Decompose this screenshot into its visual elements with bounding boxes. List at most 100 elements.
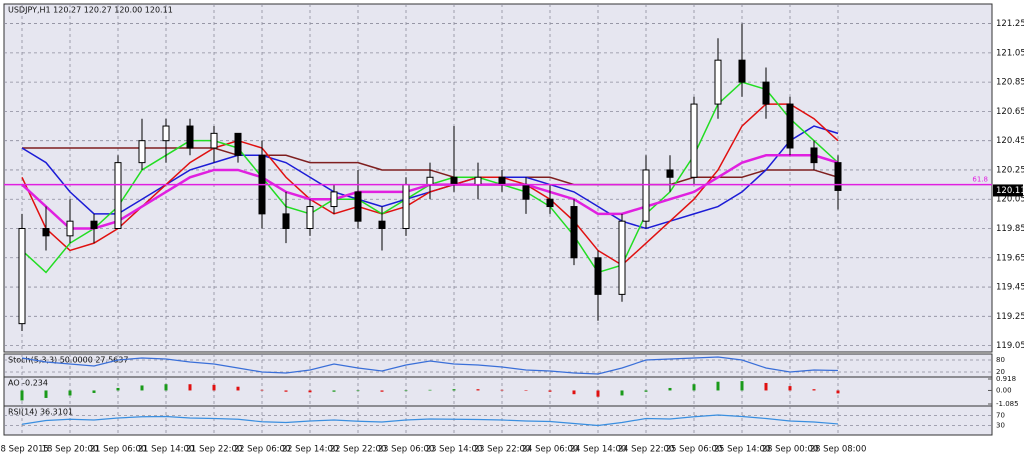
x-tick-label: 18 Sep 2015 [0,445,49,455]
candle-body [714,59,722,105]
candle-body [666,169,674,178]
candle-body [138,140,146,164]
candle-body [114,162,122,230]
ao-bar [20,390,24,401]
ao-bar [284,390,288,392]
candle-body [66,220,74,237]
candle-body [210,132,218,149]
ao-bar [524,390,528,391]
y-tick-label: 0.918 [996,375,1016,383]
x-tick-label: 22 Sep 06:00 [234,445,291,455]
x-tick-label: 24 Sep 06:00 [522,445,579,455]
candle-body [234,132,242,156]
ao-bar [188,384,192,391]
candle-body [18,228,26,325]
y-tick-label: 119.65 [996,253,1024,263]
panel-title: Stoch(5,3,3) 50.0000 27.5637 [8,356,128,365]
panel [3,376,993,407]
panel [3,353,993,379]
ao-bar [44,390,48,398]
y-tick-label: 0.00 [996,386,1012,394]
x-tick-label: 22 Sep 22:00 [330,445,387,455]
ao-bar [620,390,624,396]
x-tick-label: 24 Sep 22:00 [618,445,675,455]
ao-bar [68,390,72,396]
ao-bar [236,386,240,391]
y-tick-label: 30 [996,422,1005,430]
candle-body [450,176,458,186]
ao-bar [380,390,384,392]
x-tick-label: 18 Sep 20:00 [42,445,99,455]
candle-body [306,206,314,230]
indicator-line [21,414,839,427]
candle-body [594,257,602,295]
x-tick-label: 21 Sep 06:00 [90,445,147,455]
price-marker-label: 120.11 [996,186,1024,196]
ao-bar [308,390,312,393]
candle-body [162,125,170,142]
ao-bar [668,387,672,391]
candle-body [378,220,386,230]
ao-bar [764,382,768,391]
y-tick-label: 120.05 [996,195,1024,205]
ao-bar [572,390,576,395]
candle-body [762,81,770,105]
ao-bar [596,390,600,397]
x-tick-label: 25 Sep 14:00 [714,445,771,455]
price-marker [993,184,1023,197]
ao-bar [716,381,720,391]
candle-body [90,220,98,230]
y-tick-label: 20 [996,368,1005,376]
candle-body [738,59,746,83]
ao-bar [644,390,648,392]
candle-body [834,162,842,191]
ao-bar [404,390,408,392]
x-tick-label: 25 Sep 06:00 [666,445,723,455]
x-tick-label: 21 Sep 14:00 [138,445,195,455]
candle-body [282,213,290,230]
candle-body [402,184,410,230]
y-tick-label: 119.85 [996,224,1024,234]
x-tick-label: 21 Sep 22:00 [186,445,243,455]
y-tick-label: 80 [996,356,1005,364]
x-tick-label: 23 Sep 14:00 [426,445,483,455]
ao-bar [812,389,816,391]
candle-body [474,176,482,186]
candle-body [354,191,362,222]
y-tick-label: 120.85 [996,78,1024,88]
y-tick-label: 121.05 [996,48,1024,58]
x-tick-label: 28 Sep 00:00 [762,445,819,455]
candle-body [618,220,626,295]
ao-bar [476,389,480,391]
level-label: 61.8 [972,176,988,184]
panel-title: USDJPY,H1 120.27 120.27 120.00 120.11 [8,6,173,15]
candle-body [186,125,194,149]
indicator-line [21,356,839,375]
ao-bar [164,384,168,391]
x-tick-label: 23 Sep 06:00 [378,445,435,455]
y-tick-label: 119.25 [996,312,1024,322]
candle-body [42,228,50,237]
candle-body [810,147,818,164]
ao-bar [332,390,336,392]
candle-body [522,184,530,200]
candle-body [690,103,698,178]
panel-title: AO -0.234 [8,379,48,388]
ao-bar [500,389,504,391]
ao-bar [92,390,96,393]
ao-bar [260,389,264,391]
candle-body [786,103,794,149]
ao-bar [836,390,840,394]
y-tick-label: 120.45 [996,136,1024,146]
candle-body [498,176,506,186]
x-tick-label: 22 Sep 14:00 [282,445,339,455]
ao-bar [212,384,216,391]
ao-bar [140,385,144,391]
y-tick-label: 119.45 [996,283,1024,293]
ao-bar [788,386,792,391]
x-tick-label: 24 Sep 14:00 [570,445,627,455]
ao-bar [428,389,432,391]
candle-body [330,191,338,208]
x-tick-label: 28 Sep 08:00 [810,445,867,455]
